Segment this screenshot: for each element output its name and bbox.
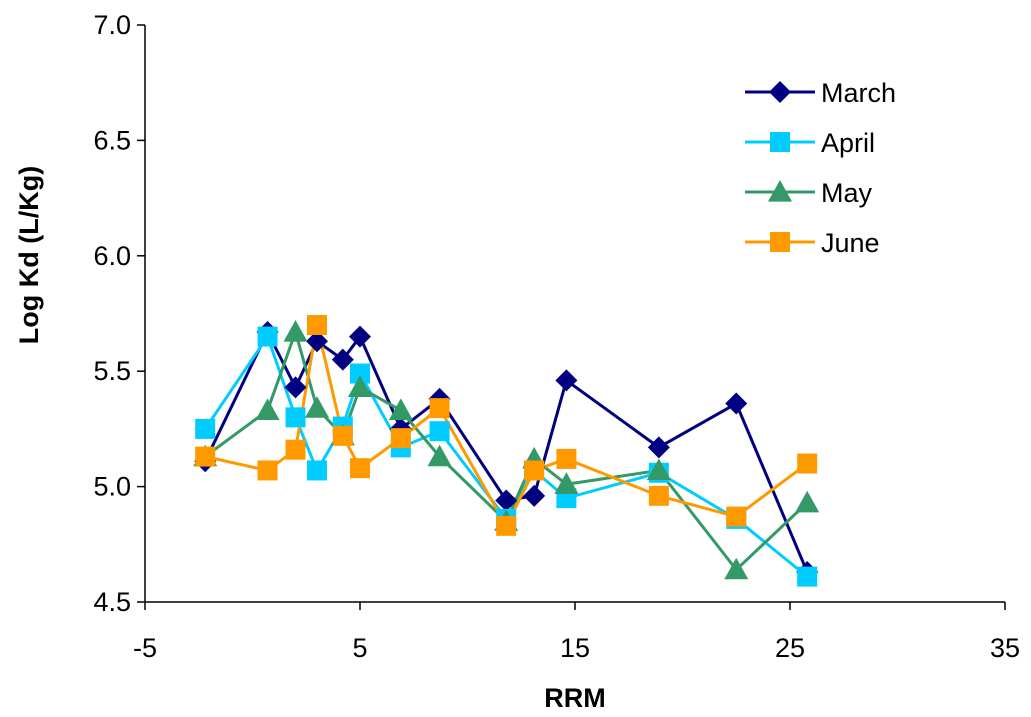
data-point-march [555, 369, 578, 392]
data-point-june [429, 398, 450, 419]
data-point-may [255, 398, 280, 421]
data-point-june [556, 448, 577, 469]
data-point-april [429, 421, 450, 442]
data-point-april [307, 460, 327, 481]
data-point-march [523, 484, 546, 507]
legend-label: April [821, 128, 875, 158]
data-point-june [496, 515, 517, 536]
data-point-may [305, 396, 329, 418]
data-point-march [495, 489, 518, 512]
legend-label: June [821, 228, 880, 258]
legend-marker [768, 180, 792, 202]
x-axis-title: RRM [544, 683, 606, 713]
data-point-june [726, 506, 747, 527]
data-point-june [285, 439, 306, 460]
x-tick-label: 35 [990, 633, 1020, 663]
data-point-june [257, 460, 278, 481]
legend-marker [770, 132, 790, 152]
data-point-june [195, 446, 216, 467]
y-tick-label: 5.5 [93, 356, 131, 386]
data-point-may [646, 458, 671, 481]
data-point-march [725, 392, 748, 415]
legend-item-april: April [745, 128, 875, 158]
series-markers [193, 315, 820, 587]
data-point-june [307, 315, 327, 336]
x-tick-label: 15 [560, 633, 590, 663]
x-tick-label: 5 [352, 633, 367, 663]
legend-item-march: March [745, 78, 896, 108]
data-point-june [524, 460, 545, 481]
y-tick-label: 6.5 [93, 125, 131, 155]
y-axis-title: Log Kd (L/Kg) [14, 166, 44, 344]
x-tick-label: 25 [775, 633, 805, 663]
data-point-april [350, 363, 370, 384]
data-point-june [390, 428, 411, 449]
series-line-march [203, 328, 809, 573]
legend-marker [770, 232, 790, 252]
data-point-april [195, 418, 216, 439]
data-point-march [647, 436, 670, 459]
legend-label: March [821, 78, 896, 108]
legend-item-june: June [745, 228, 880, 258]
data-point-may [554, 472, 579, 494]
y-tick-label: 7.0 [93, 10, 131, 40]
data-point-march [284, 376, 307, 399]
data-point-april [797, 566, 818, 587]
y-tick-label: 5.0 [93, 472, 131, 502]
data-point-may [283, 319, 308, 342]
data-point-may [388, 398, 413, 421]
data-point-march [349, 325, 371, 348]
data-point-april [257, 326, 278, 347]
data-point-may [348, 375, 372, 397]
x-tick-label: -5 [133, 633, 157, 663]
data-point-june [350, 458, 370, 479]
legend: March April May June [745, 78, 896, 258]
data-point-march [331, 348, 354, 371]
data-point-april [285, 407, 306, 428]
series-line-june [204, 324, 809, 530]
y-tick-label: 6.0 [93, 241, 131, 271]
y-tick-label: 4.5 [93, 587, 131, 617]
tick-labels: 4.5 5.0 5.5 6.0 6.5 7.0 -5 5 15 25 35 [93, 10, 1020, 663]
data-point-june [797, 453, 818, 474]
axes [137, 24, 1006, 610]
legend-label: May [821, 178, 873, 208]
data-point-march [306, 330, 328, 353]
series-line-may [204, 327, 809, 572]
data-point-june [332, 425, 353, 446]
data-point-may [795, 490, 820, 513]
data-point-may [724, 557, 749, 580]
legend-marker [769, 81, 791, 103]
data-point-june [648, 485, 669, 506]
data-point-may [427, 444, 452, 467]
legend-item-may: May [745, 178, 873, 208]
